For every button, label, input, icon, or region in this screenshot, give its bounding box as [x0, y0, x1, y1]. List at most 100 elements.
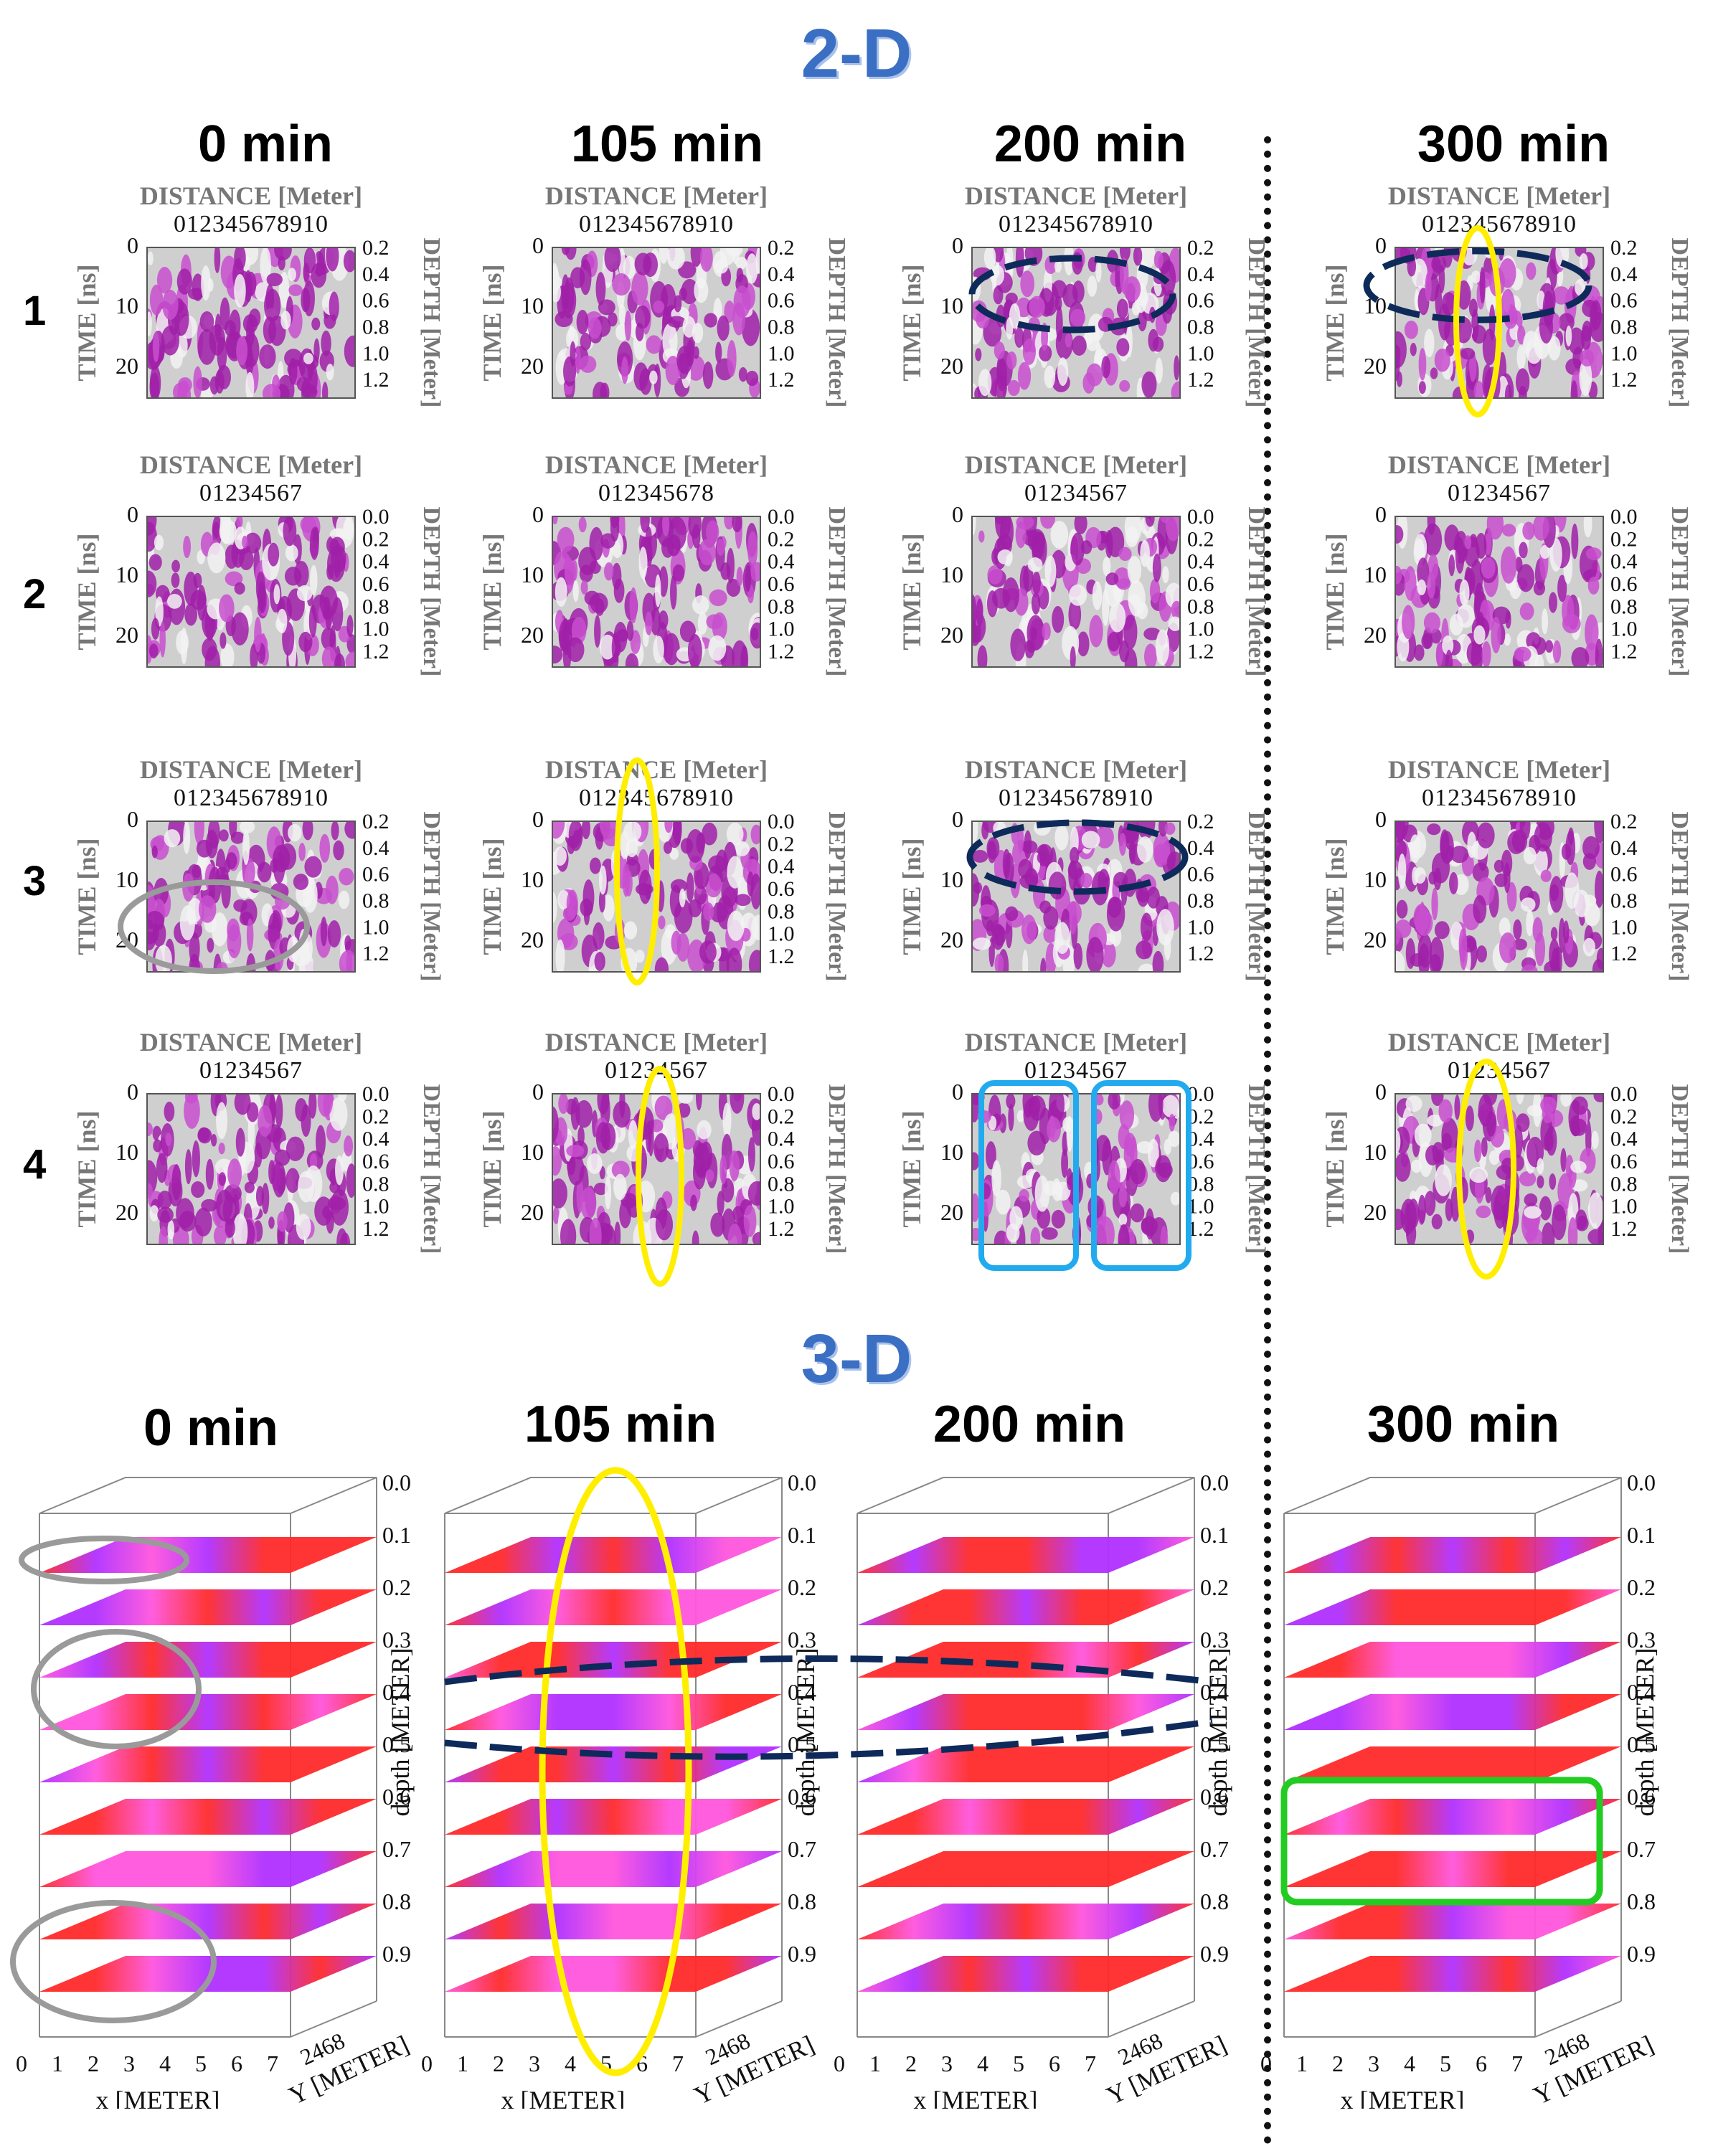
- distance-tick-labels: 01234567: [1448, 480, 1551, 506]
- radargram-panel-r4c1: DISTANCE [Meter]01234567 TIME [ns] 0 10 20 0.…: [72, 1029, 445, 1254]
- depth-tick-label: 0.4: [1187, 836, 1214, 860]
- cube-x-tick: 3: [529, 2051, 540, 2076]
- cube-x-tick: 0: [1260, 2051, 1272, 2076]
- time-axis-label: TIME [ns]: [478, 264, 506, 381]
- cube-depth-tick: 0.0: [1200, 1470, 1229, 1495]
- distance-axis-label: DISTANCE [Meter]: [140, 1029, 362, 1056]
- cube-depth-tick: 0.7: [1627, 1836, 1656, 1862]
- cube-x-tick: 1: [457, 2051, 468, 2076]
- depth-axis-label: DEPTH [Meter]: [1243, 1084, 1270, 1254]
- cube-depth-tick: 0.8: [788, 1888, 816, 1914]
- depth-tick-label: 1.2: [1610, 640, 1638, 663]
- depth-tick-label: 1.2: [768, 640, 795, 663]
- depth-axis-label: DEPTH [Meter]: [824, 507, 850, 677]
- time-2d-0: 0 min: [197, 115, 334, 173]
- depth-tick-label: 0.8: [362, 316, 390, 339]
- depth-tick-label: 0.6: [1610, 1150, 1638, 1173]
- depth-axis-label: DEPTH [Meter]: [824, 812, 850, 982]
- cube-x-tick: 3: [123, 2051, 135, 2076]
- depth-tick-label: 0.4: [1187, 550, 1214, 574]
- time-tick-label: 20: [521, 927, 544, 952]
- cube-x-tick: 6: [231, 2051, 242, 2076]
- radargram-panel-r3c2: DISTANCE [Meter]012345678910 TIME [ns] 0 10…: [478, 757, 850, 982]
- depth-slice: [857, 1746, 1194, 1782]
- depth-slice: [39, 1537, 377, 1573]
- time-tick-label: 10: [1364, 1139, 1387, 1165]
- time-tick-label: 20: [1364, 353, 1387, 379]
- time-tick-label: 0: [952, 232, 963, 258]
- radargram-panel-r3c4: DISTANCE [Meter]012345678910 TIME [ns] 0 10…: [1321, 757, 1693, 981]
- time-tick-label: 10: [1364, 562, 1387, 587]
- depth-slice: [445, 1589, 782, 1625]
- depth-tick-label: 0.6: [1610, 289, 1638, 313]
- depth-slice: [1284, 1589, 1621, 1625]
- depth-tick-label: 1.0: [768, 341, 795, 365]
- depth-tick-label: 0.6: [768, 572, 795, 596]
- depth-tick-label: 0.4: [1610, 1127, 1638, 1151]
- depth-tick-label: 0.6: [1610, 572, 1638, 596]
- distance-tick-labels: 012345678910: [999, 785, 1153, 811]
- depth-tick-label: 0.6: [1187, 572, 1214, 596]
- time-2d-1: 105 min: [570, 115, 764, 173]
- depth-slice: [857, 1642, 1194, 1678]
- depth-tick-label: 0.6: [768, 877, 795, 901]
- depth-slice: [39, 1746, 377, 1782]
- depth-tick-label: 0.0: [362, 505, 390, 529]
- cube-depth-tick: 0.1: [1627, 1522, 1656, 1548]
- radargram-panel-r2c3: DISTANCE [Meter]01234567 TIME [ns] 0 10 20 0.…: [897, 452, 1270, 676]
- distance-axis-label: DISTANCE [Meter]: [545, 452, 768, 479]
- time-tick-label: 0: [127, 1079, 138, 1105]
- time-tick-label: 0: [532, 1079, 544, 1105]
- cube-x-tick: 4: [159, 2051, 171, 2076]
- cube-x-axis-label: x [METER]: [501, 2086, 626, 2109]
- depth-slice: [39, 1589, 377, 1625]
- distance-axis-label: DISTANCE [Meter]: [140, 757, 362, 784]
- cube-depth-tick: 0.7: [1200, 1836, 1229, 1862]
- depth-tick-label: 0.4: [362, 263, 390, 286]
- cube-x-tick: 3: [941, 2051, 953, 2076]
- time-tick-label: 10: [115, 866, 138, 892]
- depth-axis-label: DEPTH [Meter]: [1666, 1084, 1693, 1254]
- depth-tick-label: 0.4: [1610, 263, 1638, 286]
- cube-depth-tick: 0.0: [1627, 1470, 1656, 1495]
- depth-tick-label: 0.0: [768, 505, 795, 529]
- depth-tick-label: 1.0: [1610, 618, 1638, 641]
- depth-tick-label: 0.8: [362, 595, 390, 618]
- time-tick-label: 0: [1375, 232, 1387, 258]
- depth-tick-label: 1.0: [1187, 341, 1214, 365]
- cube-depth-tick: 0.7: [788, 1836, 816, 1862]
- cube-depth-tick: 0.6: [788, 1784, 816, 1810]
- radargram-panel-r2c4: DISTANCE [Meter]01234567 TIME [ns] 0 10 20 0.…: [1321, 452, 1693, 676]
- time-tick-label: 20: [521, 353, 544, 379]
- cube-depth-tick: 0.2: [1200, 1574, 1229, 1600]
- time-tick-label: 20: [115, 622, 138, 648]
- title-2d: 2-D: [801, 15, 912, 92]
- distance-tick-labels: 012345678910: [174, 211, 329, 237]
- cube-depth-tick: 0.1: [1200, 1522, 1229, 1548]
- depth-tick-label: 0.8: [768, 595, 795, 618]
- depth-tick-label: 0.8: [1610, 889, 1638, 913]
- depth-tick-label: 0.0: [1610, 505, 1638, 529]
- distance-axis-label: DISTANCE [Meter]: [965, 1029, 1187, 1056]
- cube-depth-tick: 0.2: [382, 1574, 411, 1600]
- time-tick-label: 10: [940, 293, 963, 318]
- cube-x-tick: 4: [1404, 2051, 1415, 2076]
- distance-axis-label: DISTANCE [Meter]: [1388, 183, 1610, 210]
- cube-depth-tick: 0.4: [1627, 1679, 1656, 1705]
- depth-tick-label: 0.8: [362, 889, 390, 913]
- depth-tick-label: 0.8: [1610, 316, 1638, 339]
- distance-axis-label: DISTANCE [Meter]: [1388, 1029, 1610, 1056]
- cube-x-tick: 0: [16, 2051, 27, 2076]
- depth-tick-label: 0.8: [1610, 1172, 1638, 1196]
- depth-tick-label: 0.4: [768, 550, 795, 574]
- depth-tick-label: 0.2: [768, 832, 795, 856]
- depth-slice: [445, 1851, 782, 1887]
- depth-tick-label: 1.2: [362, 368, 390, 392]
- radargram-panel-r3c1: DISTANCE [Meter]012345678910 TIME [ns] 0 10…: [72, 757, 445, 981]
- cube-x-tick: 3: [1368, 2051, 1379, 2076]
- cube-x-tick: 5: [195, 2051, 207, 2076]
- depth-tick-label: 0.8: [1187, 316, 1214, 339]
- time-tick-label: 0: [127, 232, 138, 258]
- distance-axis-label: DISTANCE [Meter]: [1388, 757, 1610, 784]
